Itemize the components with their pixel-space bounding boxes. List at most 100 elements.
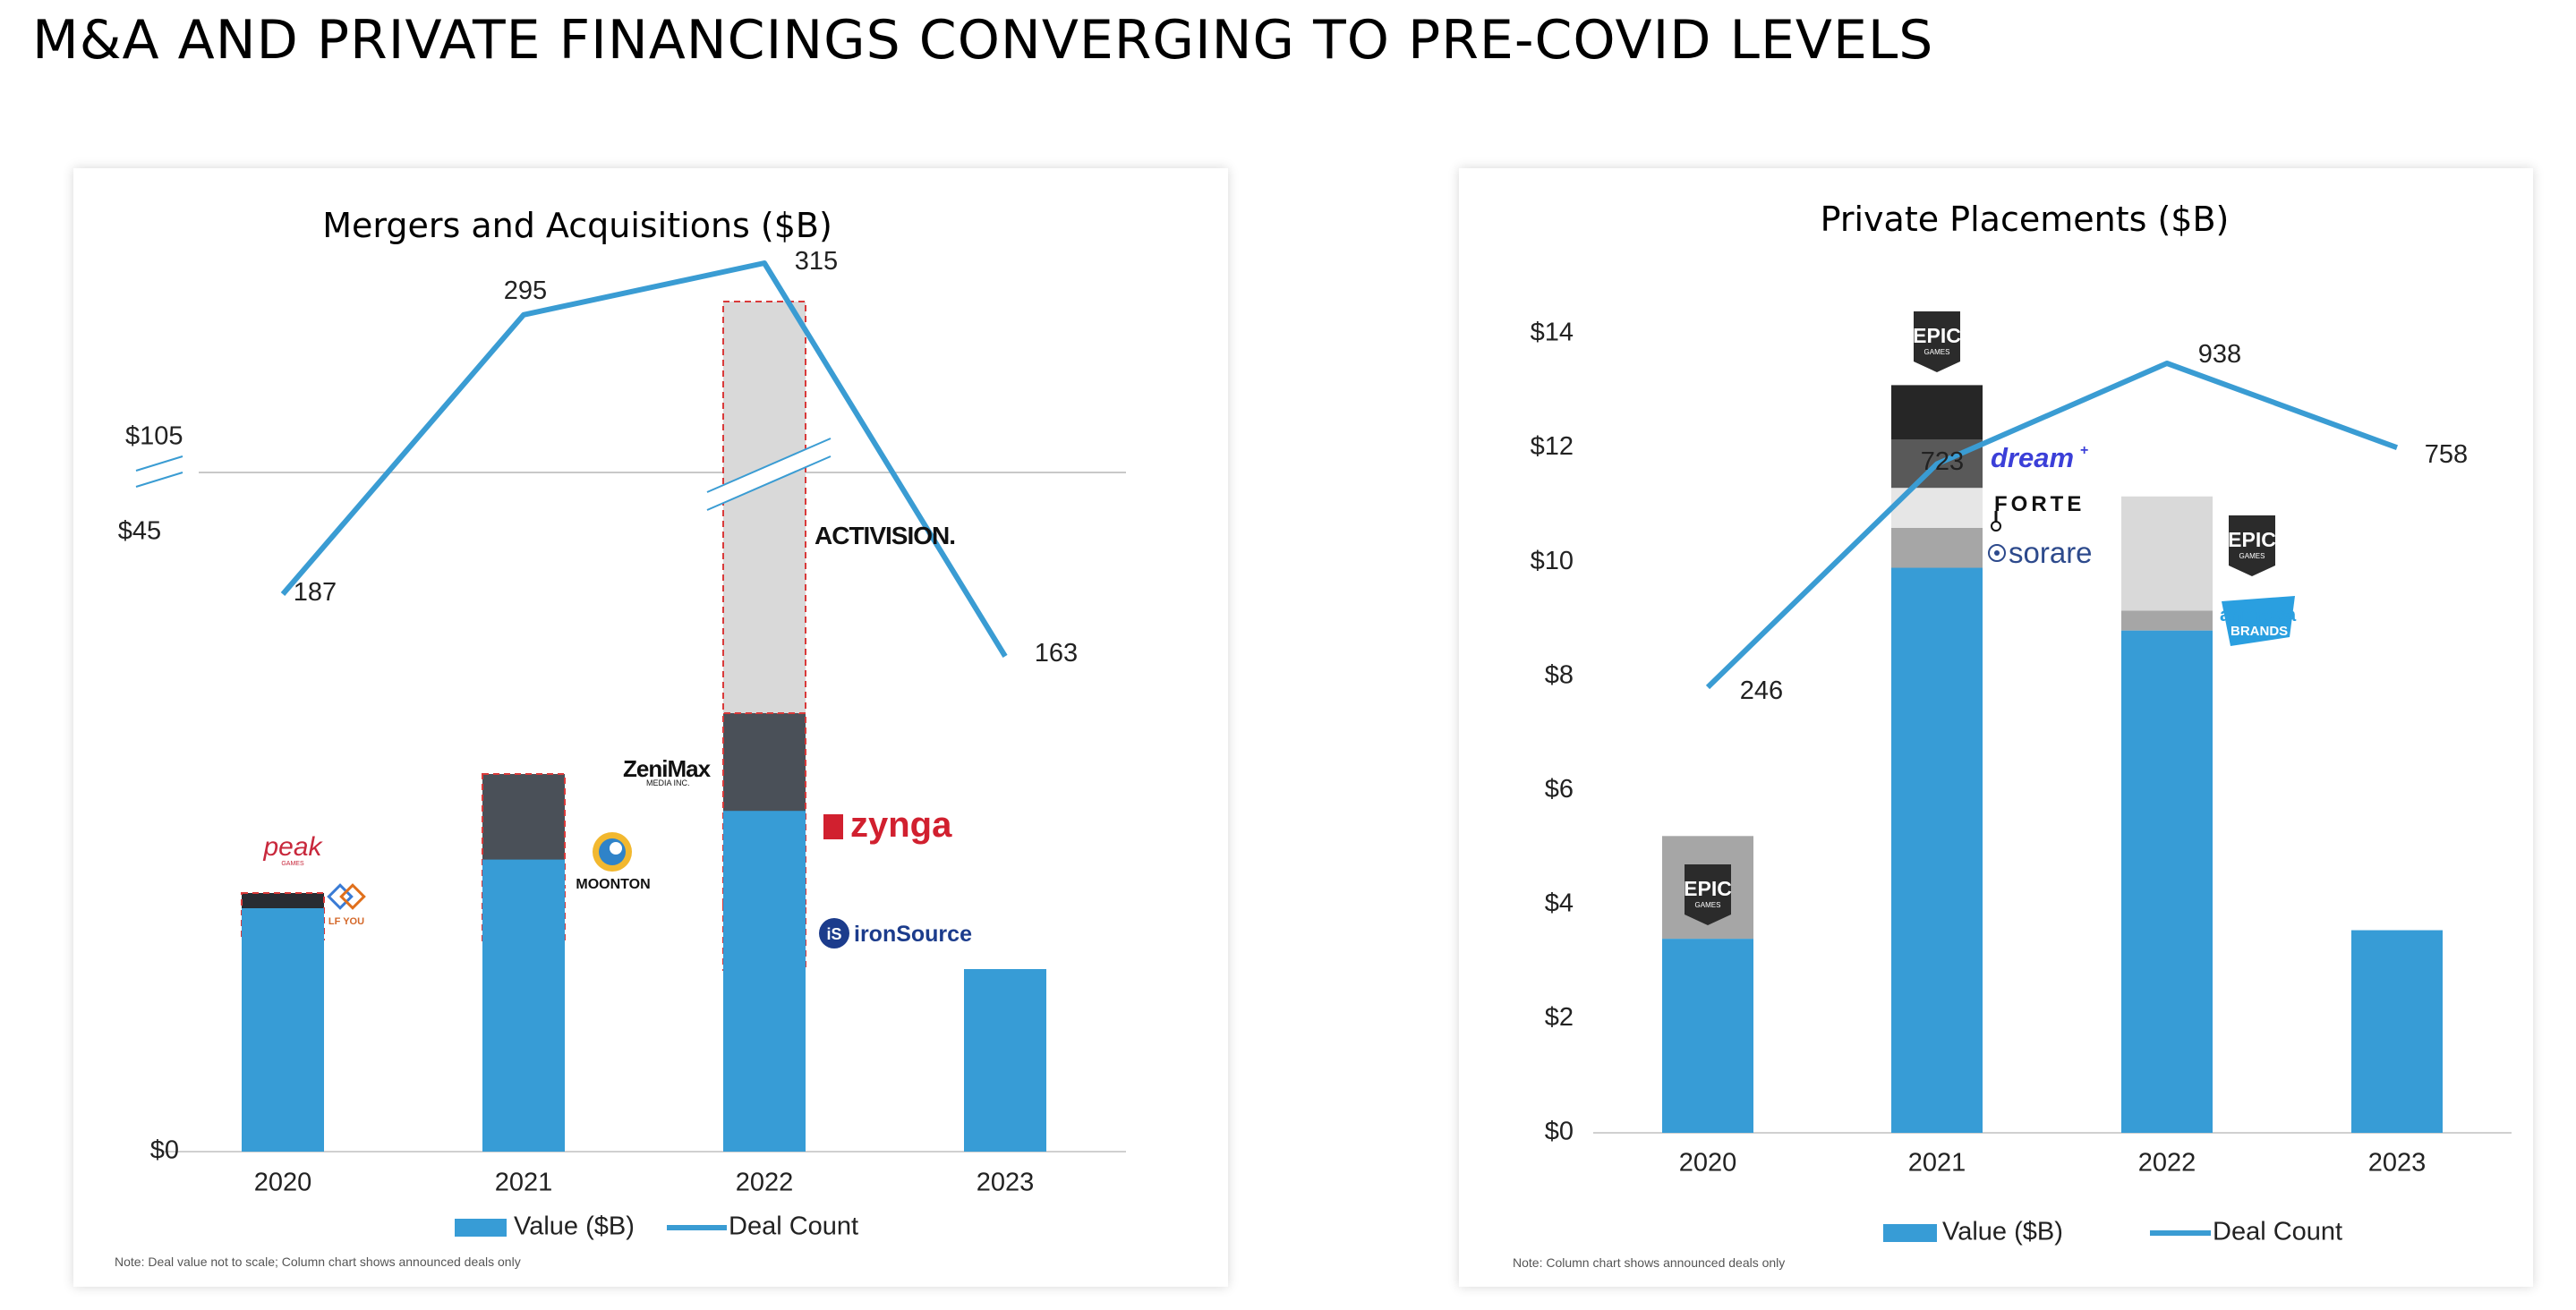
svg-text:+: +: [2080, 443, 2088, 458]
pp-value-bar-2022: [2121, 630, 2213, 1133]
ma-value-bar-2022: [723, 811, 806, 1152]
ma-break-mark: [135, 455, 183, 472]
ma-deal-count-label: 187: [294, 578, 337, 607]
ma-legend-line-label: Deal Count: [729, 1212, 858, 1241]
pp-deal-count-label: 938: [2198, 340, 2241, 369]
page-title: M&A AND PRIVATE FINANCINGS CONVERGING TO…: [32, 9, 1934, 72]
ma-category-label: 2021: [495, 1169, 553, 1197]
zenimax-logo: ZeniMax MEDIA INC.: [623, 755, 712, 787]
zynga-logo: zynga: [823, 805, 952, 845]
moonton-logo: MOONTON: [576, 832, 651, 892]
svg-text:zynga: zynga: [850, 805, 952, 845]
ma-break-mark: [135, 472, 183, 488]
pp-deal-segment-2021: [1891, 385, 1983, 440]
ma-value-bar-2021: [482, 859, 565, 1152]
pp-category-label: 2022: [2138, 1149, 2196, 1178]
ma-category-label: 2020: [254, 1169, 312, 1197]
pp-deal-count-line: [1705, 361, 2399, 690]
ma-break-mark: [706, 455, 832, 511]
ma-break-mark: [706, 438, 832, 493]
pp-y-tick-label: $2: [1545, 1003, 1574, 1032]
pp-deal-segment-2022: [2121, 496, 2213, 611]
svg-text:GAMES: GAMES: [1695, 901, 1721, 909]
ma-value-bar-2023: [964, 969, 1046, 1152]
svg-text:LF YOU: LF YOU: [328, 916, 364, 927]
pp-y-tick-label: $4: [1545, 889, 1574, 918]
svg-text:MOONTON: MOONTON: [576, 877, 650, 892]
pp-deal-count-label: 758: [2425, 440, 2468, 469]
ma-deal-count-label: 315: [795, 247, 838, 276]
svg-text:sorare: sorare: [2009, 536, 2093, 569]
ma-chart: Mergers and Acquisitions ($B) $0 $45 $10…: [115, 206, 1126, 1269]
pp-deal-count-label: 723: [1921, 447, 1964, 476]
svg-text:dream: dream: [1991, 442, 2074, 473]
svg-text:FORTE: FORTE: [1994, 492, 2085, 516]
forte-logo: FORTE: [1991, 492, 2085, 532]
svg-text:EPIC: EPIC: [1913, 324, 1961, 347]
svg-text:EPIC: EPIC: [2228, 528, 2276, 551]
pp-y-tick-label: $8: [1545, 660, 1574, 689]
pp-y-tick-label: $12: [1531, 432, 1574, 461]
pp-chart-panel: Private Placements ($B) $0 $2 $4 $6 $8 $10 $12…: [1459, 168, 2533, 1287]
pp-deal-count-label: 246: [1740, 676, 1783, 705]
pp-chart: Private Placements ($B) $0 $2 $4 $6 $8 $10 $12…: [1513, 200, 2512, 1270]
pp-deal-segment-2022: [2121, 610, 2213, 631]
pp-value-bar-2020: [1662, 939, 1753, 1133]
ma-value-bar-2020: [242, 908, 324, 1152]
ma-chart-title: Mergers and Acquisitions ($B): [322, 206, 832, 245]
ma-deal-count-label: 295: [504, 276, 547, 305]
pp-y-tick-label: $0: [1545, 1118, 1574, 1146]
ma-y-tick-label: $105: [125, 422, 183, 451]
pp-y-tick-label: $10: [1531, 547, 1574, 575]
svg-text:GAMES: GAMES: [2239, 552, 2265, 560]
pp-category-label: 2023: [2368, 1149, 2427, 1178]
svg-text:GAMES: GAMES: [1924, 348, 1950, 356]
lf-you-logo: LF YOU: [327, 883, 366, 927]
ma-note: Note: Deal value not to scale; Column ch…: [115, 1255, 521, 1269]
pp-y-tick-labels: $0 $2 $4 $6 $8 $10 $12 $14: [1531, 319, 1574, 1146]
pp-chart-title: Private Placements ($B): [1821, 200, 2230, 239]
ma-y-tick-label: $45: [118, 517, 161, 546]
svg-text:ZeniMax: ZeniMax: [623, 755, 712, 782]
epic-games-logo: EPIC GAMES: [1684, 864, 1732, 925]
animoca-brands-logo: animoca BRANDS: [2220, 596, 2297, 646]
dream-games-logo: dream +: [1991, 442, 2088, 473]
ma-deal-count-line: [280, 260, 1008, 658]
ma-deal-count-label: 163: [1035, 639, 1078, 668]
pp-category-label: 2021: [1908, 1149, 1966, 1178]
svg-text:peak: peak: [262, 832, 323, 862]
ma-category-label: 2023: [977, 1169, 1035, 1197]
pp-value-bar-2023: [2351, 930, 2443, 1133]
ma-2022-deal-activision-segment: [722, 301, 806, 714]
pp-note: Note: Column chart shows announced deals…: [1513, 1255, 1785, 1270]
sorare-logo: sorare: [1988, 536, 2093, 569]
activision-logo: ACTIVISION.: [815, 522, 956, 549]
svg-text:GAMES: GAMES: [281, 861, 304, 867]
pp-legend-value-label: Value ($B): [1942, 1218, 2063, 1246]
pp-deal-segment-2021: [1891, 527, 1983, 568]
svg-text:animoca: animoca: [2220, 605, 2297, 625]
pp-y-tick-label: $6: [1545, 775, 1574, 804]
ironsource-logo: iS ironSource: [819, 918, 972, 948]
svg-text:ironSource: ironSource: [854, 922, 972, 947]
pp-value-bars: [1662, 567, 2443, 1133]
pp-category-label: 2020: [1679, 1149, 1737, 1178]
pp-value-bar-2021: [1891, 567, 1983, 1133]
svg-text:iS: iS: [826, 925, 841, 943]
ma-chart-panel: Mergers and Acquisitions ($B) $0 $45 $10…: [73, 168, 1228, 1287]
ma-category-labels: 2020 2021 2022 2023: [254, 1169, 1035, 1197]
ma-y-tick-label: $0: [150, 1136, 179, 1165]
epic-games-logo: EPIC GAMES: [2228, 515, 2276, 576]
epic-games-logo: EPIC GAMES: [1913, 311, 1961, 372]
peak-games-logo: peak GAMES: [262, 832, 323, 867]
ma-bar-break: [707, 438, 831, 510]
ma-category-label: 2022: [736, 1169, 794, 1197]
svg-text:EPIC: EPIC: [1684, 877, 1732, 900]
svg-text:BRANDS: BRANDS: [2231, 624, 2288, 639]
ma-legend-value-swatch: [455, 1219, 507, 1237]
pp-legend-value-swatch: [1883, 1224, 1937, 1242]
ma-value-bars: [242, 811, 1046, 1152]
svg-text:MEDIA INC.: MEDIA INC.: [646, 778, 690, 787]
pp-y-tick-label: $14: [1531, 319, 1574, 347]
pp-category-labels: 2020 2021 2022 2023: [1679, 1149, 2427, 1178]
